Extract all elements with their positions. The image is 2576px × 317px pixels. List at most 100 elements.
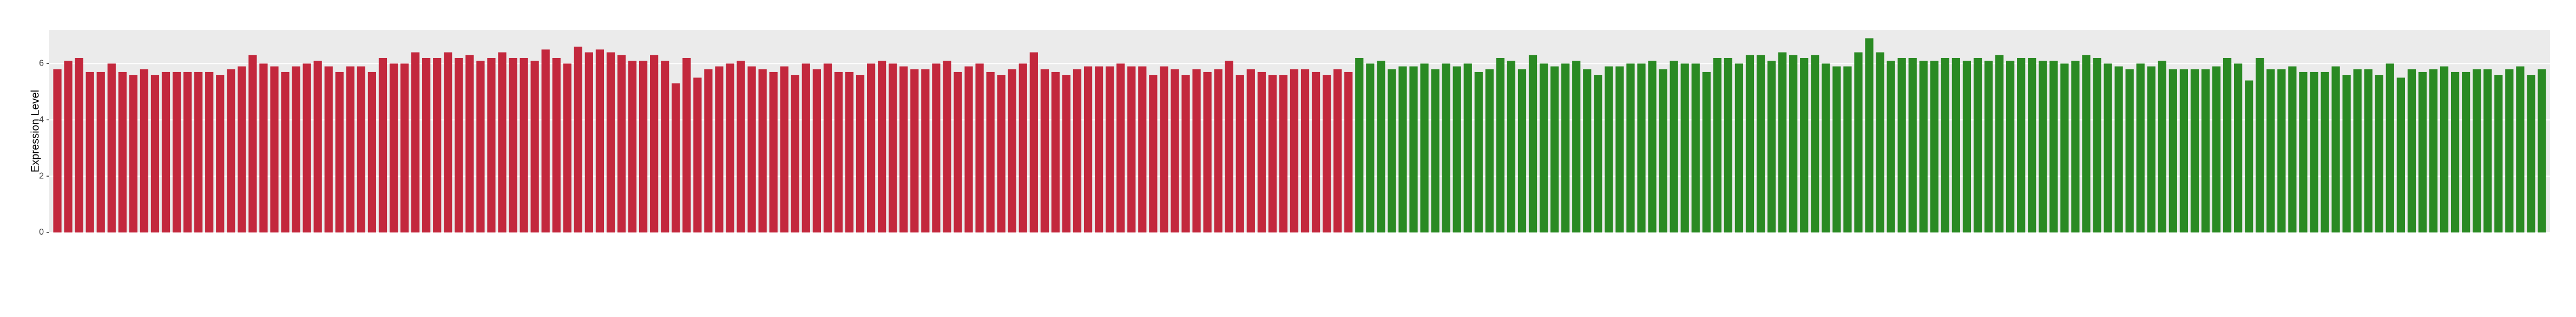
bar xyxy=(1832,66,1841,233)
bar xyxy=(194,72,203,232)
bar xyxy=(2483,69,2492,232)
bar xyxy=(1366,63,1375,232)
bar xyxy=(2331,66,2340,233)
bar xyxy=(682,57,691,232)
bar xyxy=(2223,57,2232,232)
bar xyxy=(1485,69,1494,232)
bar xyxy=(975,63,984,232)
bar xyxy=(1192,69,1201,232)
bar xyxy=(2071,61,2080,232)
bar xyxy=(769,72,778,232)
bar xyxy=(2538,69,2546,232)
bar xyxy=(303,63,311,232)
bar xyxy=(1496,57,1505,232)
bar xyxy=(812,69,821,232)
bar xyxy=(1420,63,1429,232)
bar xyxy=(2028,57,2036,232)
bar xyxy=(64,61,73,232)
bar xyxy=(422,57,431,232)
bar xyxy=(943,61,951,232)
bar xyxy=(2299,72,2308,232)
bar xyxy=(2114,66,2123,233)
bar xyxy=(520,57,528,232)
bar xyxy=(2060,63,2069,232)
bar xyxy=(563,63,571,232)
bar xyxy=(704,69,713,232)
bar xyxy=(2179,69,2189,232)
bar xyxy=(1995,55,2004,232)
bar xyxy=(1789,55,1798,232)
bar xyxy=(2321,72,2329,232)
bar xyxy=(2353,69,2362,232)
bar xyxy=(2462,72,2470,232)
bar xyxy=(1702,72,1711,232)
bar xyxy=(1876,52,1884,233)
bar xyxy=(801,63,810,232)
bar xyxy=(1691,63,1700,232)
bar xyxy=(856,75,865,232)
bar xyxy=(1181,75,1190,232)
bar xyxy=(584,52,593,233)
y-tick-label: 6 xyxy=(39,59,44,68)
bar xyxy=(672,83,680,232)
bar xyxy=(2429,69,2438,232)
bar xyxy=(2017,57,2026,232)
bar xyxy=(487,57,496,232)
bar xyxy=(1507,61,1516,232)
bar xyxy=(2158,61,2166,232)
bar xyxy=(1149,75,1158,232)
bar xyxy=(2440,66,2449,233)
bar xyxy=(1528,55,1537,232)
bar xyxy=(1583,69,1592,232)
bar xyxy=(1333,69,1342,232)
bar xyxy=(747,66,756,233)
bar xyxy=(1767,61,1776,232)
bar xyxy=(1279,75,1288,232)
bar xyxy=(270,66,279,233)
bar xyxy=(1127,66,1136,233)
bar xyxy=(1962,61,1972,232)
bar xyxy=(129,75,137,232)
bar xyxy=(866,63,876,232)
bar xyxy=(2136,63,2145,232)
bar xyxy=(1713,57,1721,232)
bar xyxy=(845,72,854,232)
bar xyxy=(1919,61,1928,232)
bar xyxy=(1018,63,1027,232)
bar xyxy=(2277,69,2286,232)
bar xyxy=(216,75,225,232)
bar xyxy=(1594,75,1602,232)
bar xyxy=(2450,72,2460,232)
bar xyxy=(1680,63,1689,232)
bar xyxy=(1083,66,1093,233)
bar xyxy=(53,69,62,232)
bar xyxy=(313,61,322,232)
bar xyxy=(2168,69,2177,232)
bar xyxy=(954,72,962,232)
bar xyxy=(1116,63,1125,232)
bar xyxy=(1355,57,1364,232)
bar xyxy=(1040,69,1049,232)
bar xyxy=(606,52,615,233)
bar xyxy=(1246,69,1255,232)
bar xyxy=(2147,66,2156,233)
bar xyxy=(2245,80,2253,232)
bar xyxy=(1626,63,1635,232)
bar xyxy=(617,55,626,232)
bar xyxy=(2375,75,2383,232)
bar xyxy=(1029,52,1038,233)
bar xyxy=(878,61,886,232)
bar xyxy=(2256,57,2264,232)
y-axis-label: Expression Level xyxy=(29,90,41,172)
bar xyxy=(758,69,767,232)
bar xyxy=(1290,69,1299,232)
bar xyxy=(1778,52,1787,233)
bar xyxy=(986,72,995,232)
bar xyxy=(433,57,442,232)
bar xyxy=(1214,69,1223,232)
bar xyxy=(248,55,257,232)
bar xyxy=(2396,77,2405,233)
bar xyxy=(552,57,561,232)
bar xyxy=(86,72,94,232)
bar xyxy=(1398,66,1407,233)
